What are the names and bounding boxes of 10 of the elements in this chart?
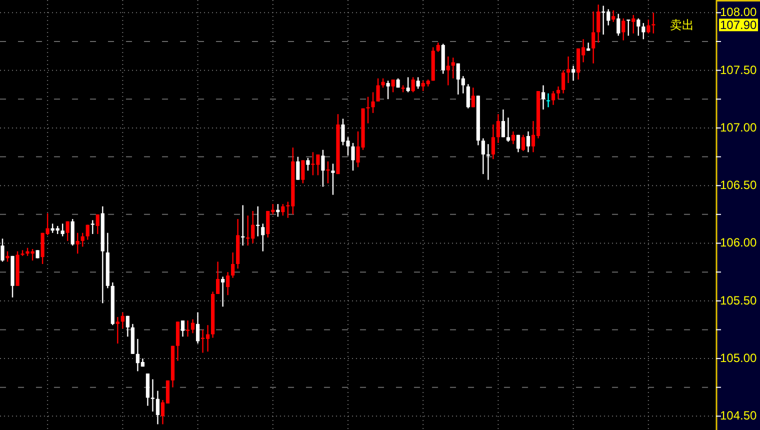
annotation: 107.90 [720,18,758,32]
y-tick-label: 105.50 [720,293,758,308]
y-tick-label: 104.50 [720,408,758,423]
y-tick-label: 106.00 [720,236,758,250]
y-tick-label: 108.00 [720,5,758,20]
y-tick-label: 107.50 [720,62,758,77]
annotation: 卖出 [670,18,694,32]
y-tick-label: 106.50 [720,178,758,192]
y-tick-label: 105.00 [720,351,758,366]
y-tick-label: 107.00 [720,120,758,134]
